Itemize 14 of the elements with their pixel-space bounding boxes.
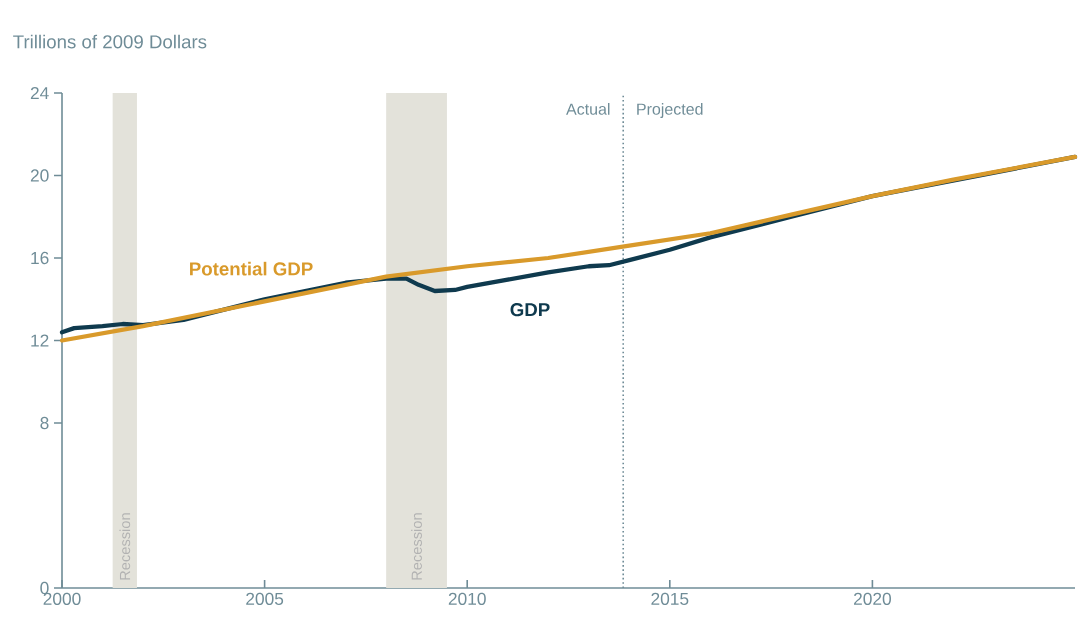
x-tick-label: 2015 bbox=[651, 592, 689, 605]
annotation: Actual bbox=[566, 103, 610, 115]
y-tick-label: 16 bbox=[31, 251, 49, 265]
x-tick-label: 2005 bbox=[246, 592, 284, 605]
x-tick-label: 2010 bbox=[448, 592, 486, 605]
y-tick-label: 20 bbox=[30, 169, 49, 182]
y-tick-label: 24 bbox=[30, 86, 49, 100]
x-tick-label: 2020 bbox=[854, 592, 892, 605]
y-tick-label: 12 bbox=[31, 334, 49, 347]
y-tick-label: 8 bbox=[40, 416, 49, 430]
annotation: Projected bbox=[637, 103, 703, 118]
series-label: GDP bbox=[510, 303, 550, 317]
y-axis-title: Trillions of 2009 Dollars bbox=[13, 34, 207, 49]
series-label: Potential GDP bbox=[190, 261, 313, 276]
